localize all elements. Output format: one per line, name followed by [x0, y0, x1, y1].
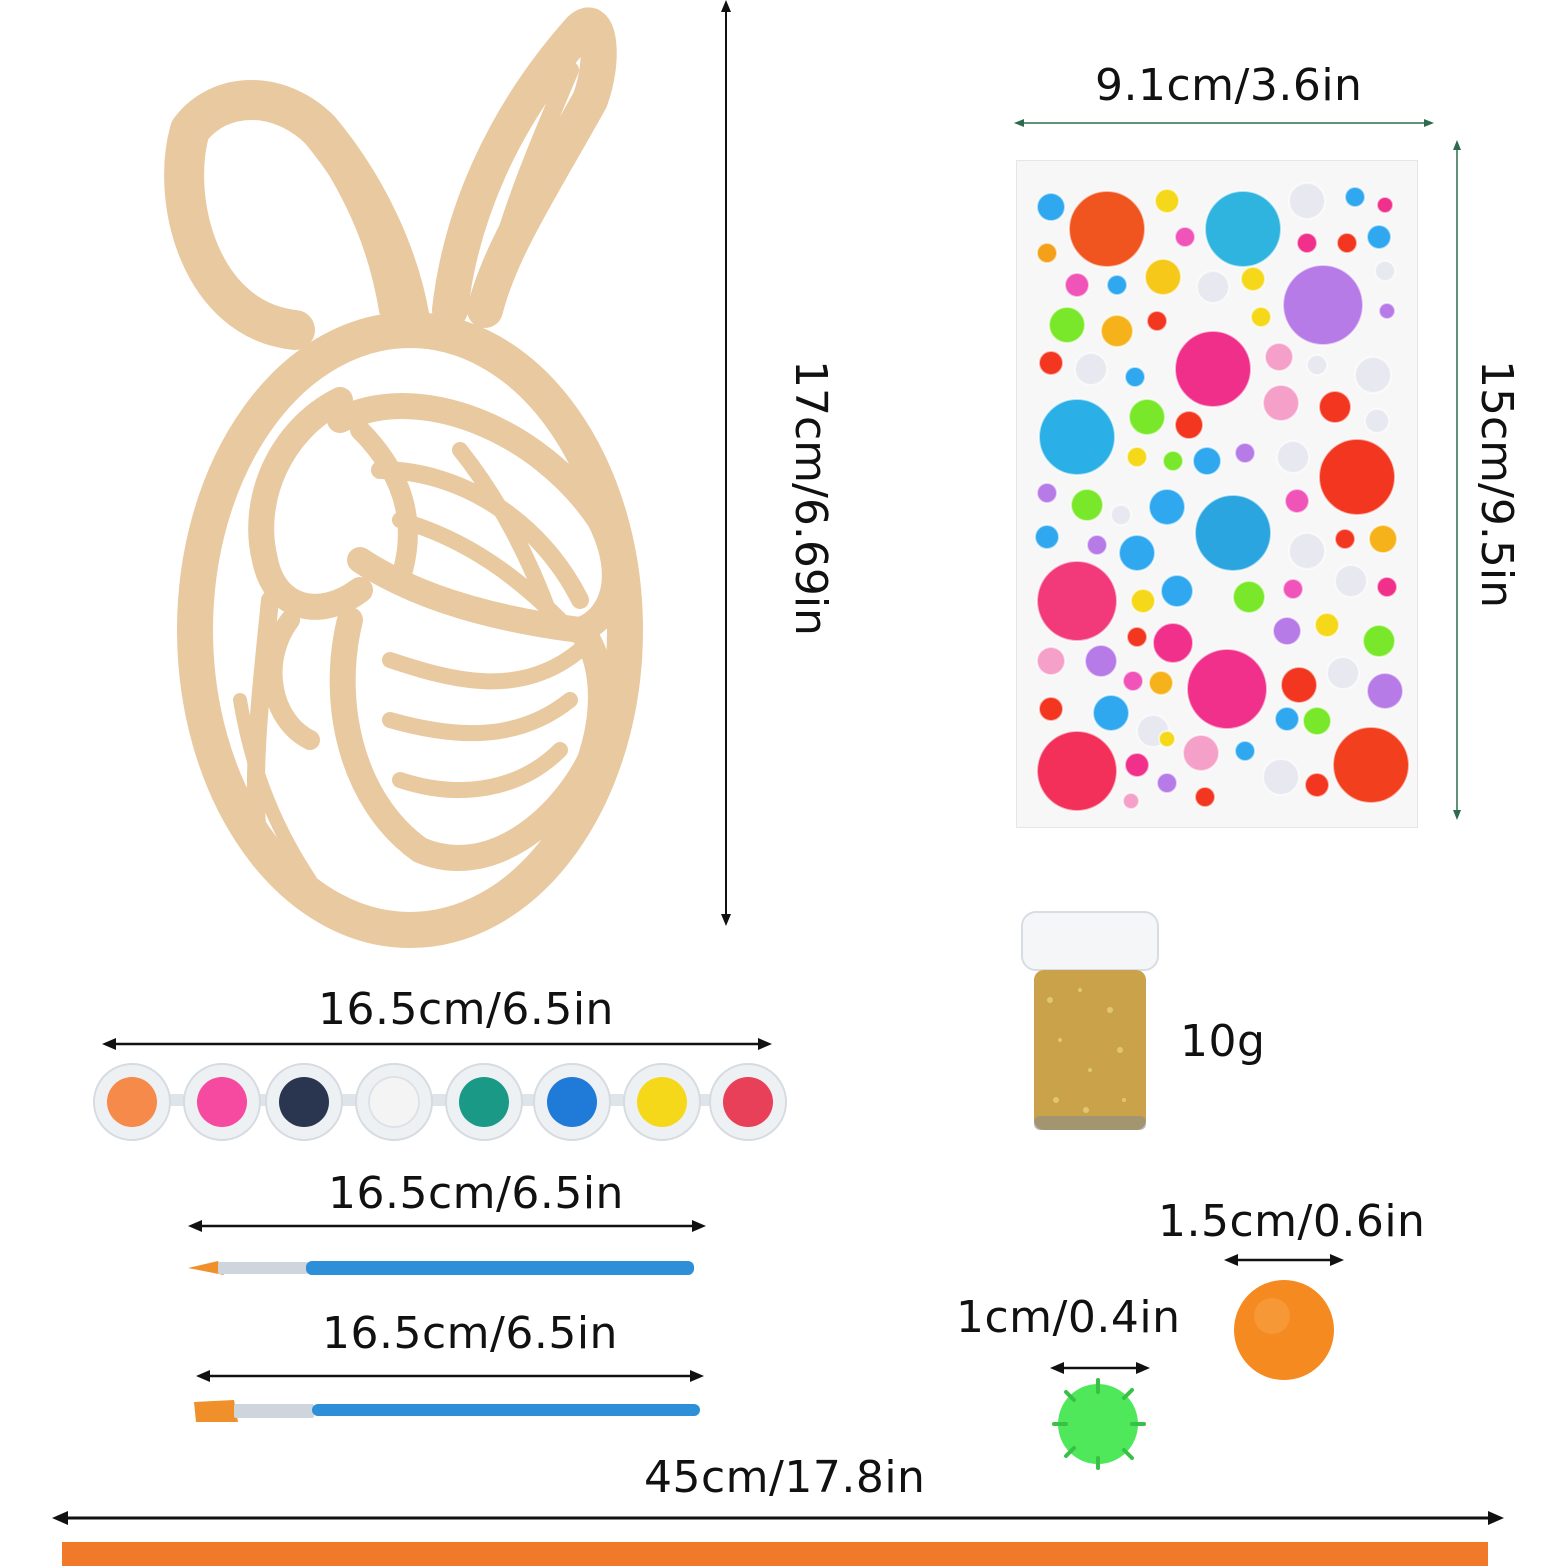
sticker-width-label: 9.1cm/3.6in	[1095, 60, 1363, 111]
paint-brush-icon	[194, 1400, 700, 1422]
gem-sticker-sheet-icon	[1034, 182, 1410, 812]
large-pompom-dimension-line	[1224, 1254, 1344, 1266]
brush-1-dimension-line	[188, 1220, 706, 1232]
brush-2-dimension-line	[196, 1370, 704, 1382]
pompom-icon	[1234, 1280, 1334, 1380]
sticker-height-label: 15cm/9.5in	[1471, 360, 1522, 608]
bunny-height-dimension-line	[721, 0, 731, 926]
sticker-width-dimension-line	[1014, 119, 1434, 127]
ribbon-dimension-line	[52, 1511, 1504, 1525]
paint-pots-icon	[93, 1063, 787, 1141]
ribbon-length-label: 45cm/17.8in	[644, 1452, 926, 1503]
wooden-bunny-egg-icon	[164, 7, 643, 948]
small-pompom-label: 1cm/0.4in	[956, 1292, 1181, 1343]
bunny-height-label: 17cm/6.69in	[785, 360, 836, 636]
gem-sticker-sheet	[1016, 160, 1418, 828]
glitter-jar-icon	[1021, 911, 1159, 1130]
glitter-weight-label: 10g	[1180, 1016, 1266, 1067]
paint-strip-dimension-line	[102, 1038, 772, 1050]
paint-strip-width-label: 16.5cm/6.5in	[318, 984, 614, 1035]
ribbon-icon	[62, 1542, 1488, 1566]
paint-brush-icon	[188, 1261, 694, 1275]
brush-2-length-label: 16.5cm/6.5in	[322, 1308, 618, 1359]
sticker-height-dimension-line	[1453, 140, 1461, 820]
brush-1-length-label: 16.5cm/6.5in	[328, 1168, 624, 1219]
pompom-icon	[1052, 1378, 1146, 1470]
large-pompom-label: 1.5cm/0.6in	[1158, 1196, 1426, 1247]
small-pompom-dimension-line	[1050, 1362, 1150, 1374]
